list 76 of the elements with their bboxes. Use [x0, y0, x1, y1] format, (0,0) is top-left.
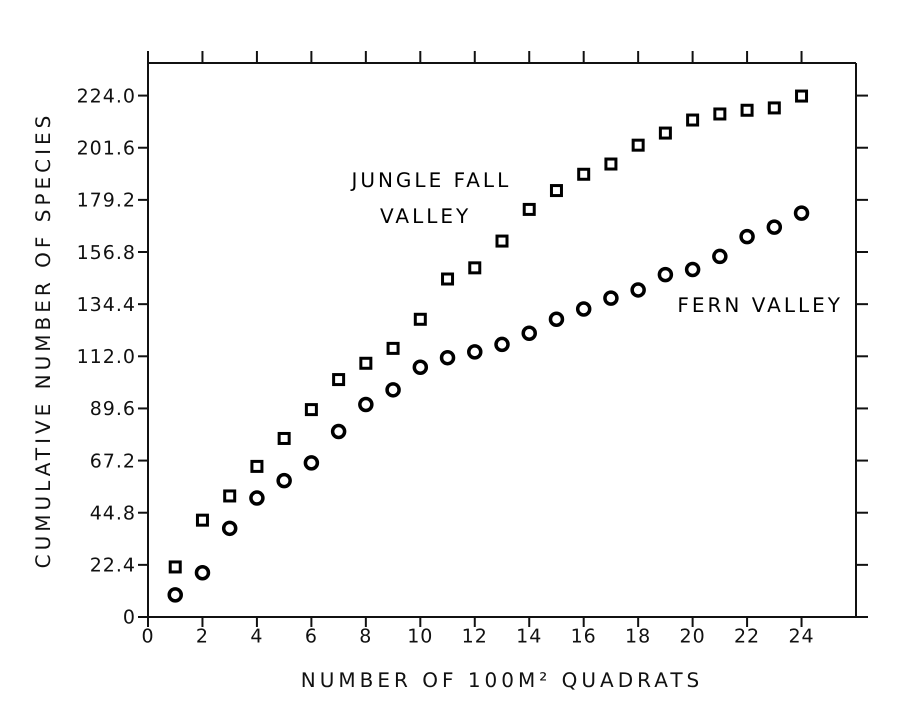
- point: [440, 350, 456, 366]
- x-tick-label: 4: [250, 625, 264, 648]
- point: [550, 184, 563, 198]
- series-label: JUNGLE FALL VALLEY: [349, 168, 512, 228]
- point: [412, 359, 428, 375]
- series-label: FERN VALLEY: [677, 293, 843, 318]
- point: [358, 396, 374, 412]
- point: [577, 168, 590, 181]
- point: [304, 403, 318, 416]
- point: [385, 382, 401, 398]
- y-tick-label: 0: [122, 606, 136, 629]
- point: [167, 587, 183, 603]
- x-tick-label: 8: [359, 625, 372, 648]
- point: [576, 301, 592, 317]
- point: [603, 290, 619, 306]
- y-tick-label: 156.8: [76, 242, 136, 264]
- point: [196, 514, 209, 527]
- point: [304, 455, 320, 471]
- point: [712, 248, 728, 264]
- y-tick-label: 67.2: [90, 450, 136, 472]
- x-tick-label: 22: [734, 625, 760, 648]
- point: [249, 490, 265, 506]
- point: [330, 424, 346, 440]
- y-axis-title: CUMULATIVE NUMBER OF SPECIES: [31, 112, 56, 568]
- point: [278, 432, 291, 445]
- point: [494, 336, 510, 352]
- x-axis-title: NUMBER OF 100M² QUADRATS: [300, 668, 704, 692]
- x-tick-label: 20: [680, 625, 706, 648]
- point: [684, 262, 700, 278]
- point: [768, 101, 781, 114]
- point: [658, 126, 672, 140]
- x-tick-label: 16: [570, 625, 597, 648]
- point: [223, 489, 236, 502]
- point: [795, 90, 808, 103]
- point: [386, 342, 400, 355]
- point: [522, 202, 536, 216]
- point: [359, 356, 372, 370]
- y-tick-label: 134.4: [76, 294, 136, 316]
- x-tick-label: 24: [788, 625, 815, 648]
- point: [276, 472, 292, 488]
- point: [548, 312, 564, 328]
- point: [604, 158, 618, 171]
- point: [739, 228, 755, 244]
- y-tick-label: 112.0: [76, 346, 136, 368]
- point: [658, 266, 674, 282]
- x-tick-label: 18: [625, 625, 652, 648]
- y-tick-label: 224.0: [76, 85, 136, 108]
- y-tick-label: 44.8: [90, 502, 136, 524]
- x-tick-label: 12: [462, 625, 488, 648]
- y-tick-label: 179.2: [76, 190, 136, 212]
- point: [441, 272, 454, 286]
- point: [686, 114, 700, 127]
- point: [250, 460, 264, 473]
- point: [414, 312, 427, 326]
- point: [332, 373, 346, 386]
- point: [222, 520, 238, 536]
- y-tick-label: 22.4: [90, 554, 136, 577]
- x-tick-label: 10: [407, 625, 434, 648]
- point: [467, 344, 483, 360]
- point: [740, 104, 754, 117]
- y-tick-label: 89.6: [90, 398, 136, 420]
- point: [496, 234, 508, 248]
- point: [194, 565, 210, 581]
- point: [168, 560, 182, 574]
- x-tick-label: 2: [196, 625, 210, 648]
- point: [794, 205, 810, 221]
- point: [630, 282, 646, 298]
- x-tick-label: 14: [516, 625, 542, 648]
- x-tick-label: 0: [141, 625, 155, 648]
- point: [468, 261, 482, 274]
- point: [766, 219, 782, 235]
- x-tick-label: 6: [304, 625, 318, 648]
- point: [632, 138, 645, 152]
- point: [713, 107, 726, 120]
- y-tick-label: 201.6: [76, 137, 136, 160]
- point: [521, 326, 537, 341]
